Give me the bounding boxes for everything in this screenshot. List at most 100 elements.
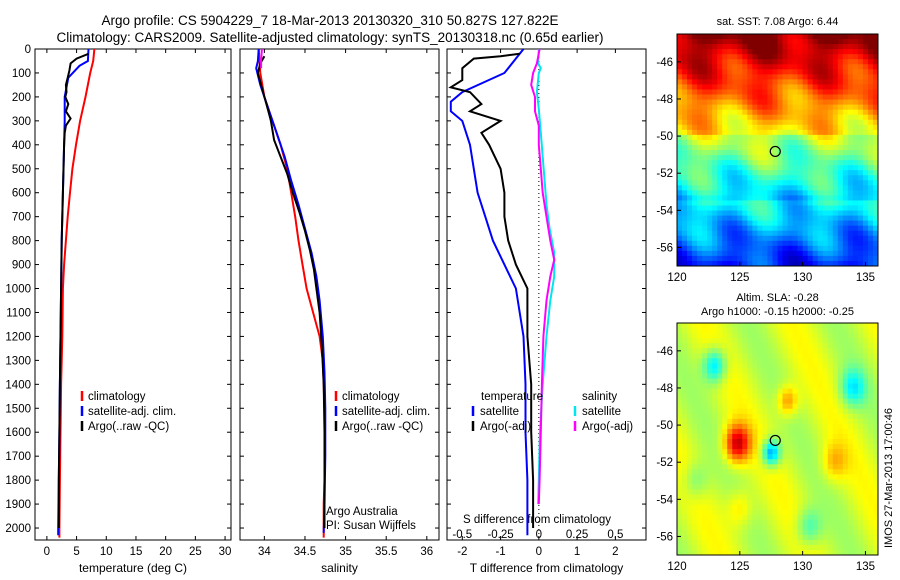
heatmap-cell [757, 185, 763, 191]
heatmap-cell [797, 175, 804, 181]
heatmap-cell [802, 323, 809, 329]
heatmap-cell [762, 104, 768, 111]
heatmap-cell [767, 109, 773, 116]
heatmap-cell [802, 343, 809, 349]
heatmap-cell [762, 34, 768, 40]
heatmap-cell [802, 368, 809, 374]
heatmap-cell [822, 69, 829, 75]
heatmap-cell [762, 328, 768, 334]
heatmap-cell [827, 449, 834, 455]
heatmap-cell [682, 464, 688, 470]
heatmap-cell [762, 64, 768, 70]
heatmap-cell [792, 519, 799, 526]
heatmap-cell [797, 155, 804, 161]
heatmap-cell [762, 358, 768, 364]
heatmap-cell [687, 403, 693, 410]
heatmap-cell [732, 205, 738, 211]
heatmap-cell [727, 180, 733, 186]
legend-label: Argo(-adj) [480, 421, 531, 433]
heatmap-cell [682, 358, 688, 364]
heatmap-cell [737, 215, 743, 222]
heatmap-cell [872, 44, 878, 50]
heatmap-cell [822, 428, 829, 435]
heatmap-cell [677, 165, 683, 171]
heatmap-cell [707, 109, 713, 116]
heatmap-cell [872, 175, 878, 181]
heatmap-cell [707, 235, 713, 242]
heatmap-cell [782, 220, 788, 227]
heatmap-cell [747, 433, 753, 440]
heatmap-cell [772, 358, 778, 364]
heatmap-cell [722, 509, 728, 516]
heatmap-cell [782, 59, 788, 65]
heatmap-cell [812, 454, 819, 460]
heatmap-cell [742, 260, 748, 266]
heatmap-cell [867, 139, 874, 146]
heatmap-cell [792, 464, 799, 470]
heatmap-cell [837, 499, 844, 505]
heatmap-cell [822, 255, 829, 262]
heatmap-cell [847, 235, 854, 242]
heatmap-cell [872, 333, 878, 339]
heatmap-cell [832, 89, 839, 95]
heatmap-cell [837, 255, 844, 262]
heatmap-cell [862, 494, 869, 500]
heatmap-cell [817, 338, 824, 344]
heatmap-cell [847, 139, 854, 146]
heatmap-cell [697, 114, 703, 121]
heatmap-cell [752, 195, 758, 201]
heatmap-cell [702, 398, 708, 405]
heatmap-cell [737, 124, 743, 131]
heatmap-cell [687, 393, 693, 400]
heatmap-cell [727, 99, 733, 106]
heatmap-cell [682, 338, 688, 344]
heatmap-cell [682, 504, 688, 511]
heatmap-cell [802, 129, 809, 136]
heatmap-cell [767, 129, 773, 136]
heatmap-cell [782, 534, 788, 541]
heatmap-cell [782, 469, 788, 475]
heatmap-cell [682, 34, 688, 40]
heatmap-cell [762, 160, 768, 166]
heatmap-cell [707, 89, 713, 95]
heatmap-cell [867, 205, 874, 211]
heatmap-cell [737, 64, 743, 70]
heatmap-cell [677, 363, 683, 369]
heatmap-cell [677, 403, 683, 410]
heatmap-cell [857, 124, 864, 131]
heatmap-cell [847, 215, 854, 222]
heatmap-cell [812, 368, 819, 374]
heatmap-cell [817, 444, 824, 450]
heatmap-cell [807, 464, 814, 470]
heatmap-cell [862, 423, 869, 430]
y-tick-label: -50 [656, 420, 673, 432]
heatmap-cell [777, 74, 783, 80]
heatmap-cell [862, 225, 869, 232]
heatmap-cell [697, 504, 703, 511]
heatmap-cell [797, 464, 804, 470]
heatmap-cell [747, 54, 753, 60]
heatmap-cell [857, 439, 864, 445]
heatmap-cell [762, 343, 768, 349]
heatmap-cell [787, 94, 793, 100]
heatmap-cell [682, 439, 688, 445]
heatmap-cell [787, 180, 793, 186]
heatmap-cell [872, 170, 878, 176]
heatmap-cell [797, 235, 804, 242]
heatmap-cell [852, 363, 859, 369]
heatmap-cell [797, 195, 804, 201]
heatmap-cell [742, 524, 748, 531]
heatmap-cell [747, 368, 753, 374]
heatmap-cell [817, 464, 824, 470]
heatmap-cell [707, 398, 713, 405]
heatmap-cell [702, 549, 708, 555]
heatmap-cell [727, 408, 733, 415]
heatmap-cell [732, 398, 738, 405]
heatmap-cell [852, 509, 859, 516]
heatmap-cell [687, 428, 693, 435]
heatmap-cell [702, 348, 708, 354]
heatmap-cell [792, 200, 799, 206]
heatmap-cell [787, 134, 793, 141]
heatmap-cell [797, 323, 804, 329]
heatmap-cell [852, 439, 859, 445]
